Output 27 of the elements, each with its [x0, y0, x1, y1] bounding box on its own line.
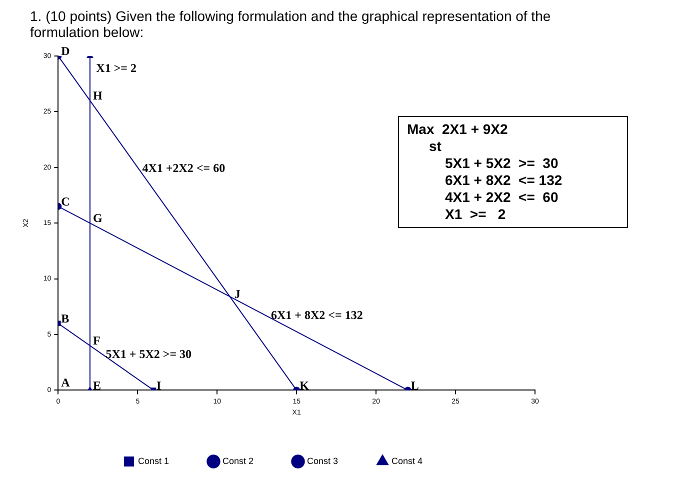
- annotation: E: [92, 378, 101, 392]
- annotation: X1 >= 2: [444, 206, 507, 223]
- annotation: B: [61, 311, 70, 326]
- annotation: 5X1 + 5X2 >= 30: [444, 155, 560, 172]
- annotation: 4X1 + 2X2 <= 60: [444, 189, 560, 206]
- annotation: Max 2X1 + 9X2: [407, 121, 509, 138]
- annotation: H: [92, 88, 103, 103]
- annotation: A: [61, 375, 70, 390]
- annotation: D: [61, 44, 70, 58]
- annotation: G: [92, 211, 102, 226]
- annotation: 4X1 +2X2 <= 60: [142, 161, 226, 176]
- legend-label: Const 1: [138, 456, 169, 466]
- annotation: K: [300, 378, 310, 392]
- annotation: st: [428, 138, 442, 155]
- annotation: J: [234, 286, 240, 301]
- annotation: X1 >= 2: [96, 60, 136, 75]
- legend-label: Const 3: [307, 456, 338, 466]
- annotation: 5X1 + 5X2 >= 30: [106, 347, 192, 362]
- annotation: F: [92, 334, 100, 348]
- legend-label: Const 4: [392, 456, 423, 466]
- annotation: I: [156, 378, 162, 392]
- legend-label: Const 2: [222, 456, 254, 466]
- chart-title: 1. (10 points) Given the following formulation and the graphical representation of the formulation below:: [30, 8, 552, 40]
- annotation: 6X1 + 8X2 <= 132: [444, 172, 564, 189]
- annotation: L: [410, 378, 419, 392]
- annotation: 6X1 + 8X2 <= 132: [270, 308, 363, 322]
- annotation: C: [61, 194, 70, 208]
